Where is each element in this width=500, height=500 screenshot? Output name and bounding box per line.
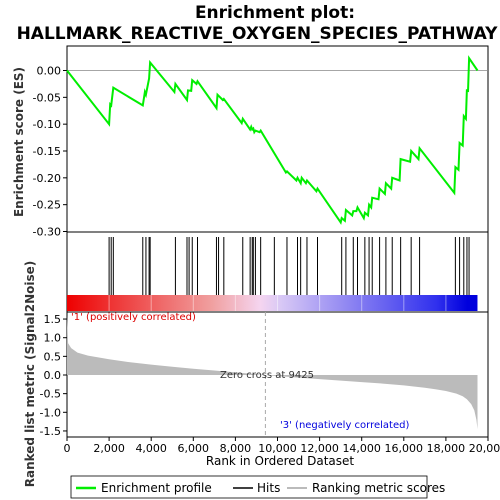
x-tick-label: 0 [64,442,71,455]
metric-y-axis: 1.5 1.0 0.5 0.0 -0.5 -1.0 -1.5 [40,313,67,438]
es-plot-area [66,45,489,233]
enrichment-profile-line [66,55,479,225]
es-y-axis: 0.00 -0.05 -0.10 -0.15 -0.20 -0.25 -0.30 [33,65,67,239]
colorbar-fill [67,295,478,311]
hits-marks [108,237,470,295]
metric-y-tick-label: 1.0 [44,332,62,345]
es-y-tick-label: -0.15 [33,145,61,158]
zero-cross-label: Zero cross at 9425 [220,370,314,381]
x-tick-label: 16,000 [385,442,424,455]
positive-label: '1' (positively correlated) [71,312,196,323]
metric-y-tick-label: -1.0 [40,406,61,419]
metric-y-tick-label: 0.0 [44,369,62,382]
es-y-tick-label: -0.25 [33,199,61,212]
metric-y-tick-label: -0.5 [40,388,61,401]
x-tick-label: 4,000 [135,442,167,455]
x-tick-label: 14,000 [342,442,381,455]
metric-x-axis: 0 2,000 4,000 6,000 8,000 10,000 12,000 14,000 1… [64,437,500,455]
x-tick-label: 8,000 [220,442,252,455]
legend-hits-label: Hits [257,481,280,495]
x-tick-label: 18,000 [427,442,466,455]
metric-y-label: Ranked list metric (Signal2Noise) [23,261,37,488]
es-y-tick-label: -0.30 [33,226,61,239]
x-tick-label: 2,000 [93,442,125,455]
es-y-tick-label: -0.05 [33,91,61,104]
ranking-metric-area [67,315,478,430]
legend-enrichment-label: Enrichment profile [101,481,212,495]
chart-title: Enrichment plot: [195,3,355,23]
x-tick-label: 10,000 [258,442,297,455]
x-tick-label: 12,000 [300,442,339,455]
es-y-label: Enrichment score (ES) [12,67,26,217]
legend [70,475,428,499]
chart-subtitle: HALLMARK_REACTIVE_OXYGEN_SPECIES_PATHWAY [17,24,499,44]
legend-metric-label: Ranking metric scores [312,481,445,495]
x-tick-label: 6,000 [178,442,210,455]
metric-y-tick-label: 1.5 [44,313,62,326]
metric-y-tick-label: 0.5 [44,350,62,363]
es-y-tick-label: -0.20 [33,172,61,185]
rank-colorbar [67,295,478,311]
metric-y-tick-label: -1.5 [40,425,61,438]
es-y-tick-label: 0.00 [37,65,62,78]
es-y-tick-label: -0.10 [33,118,61,131]
x-axis-label: Rank in Ordered Dataset [206,454,354,468]
negative-label: '3' (negatively correlated) [280,420,409,431]
x-tick-label: 20,000 [469,442,500,455]
